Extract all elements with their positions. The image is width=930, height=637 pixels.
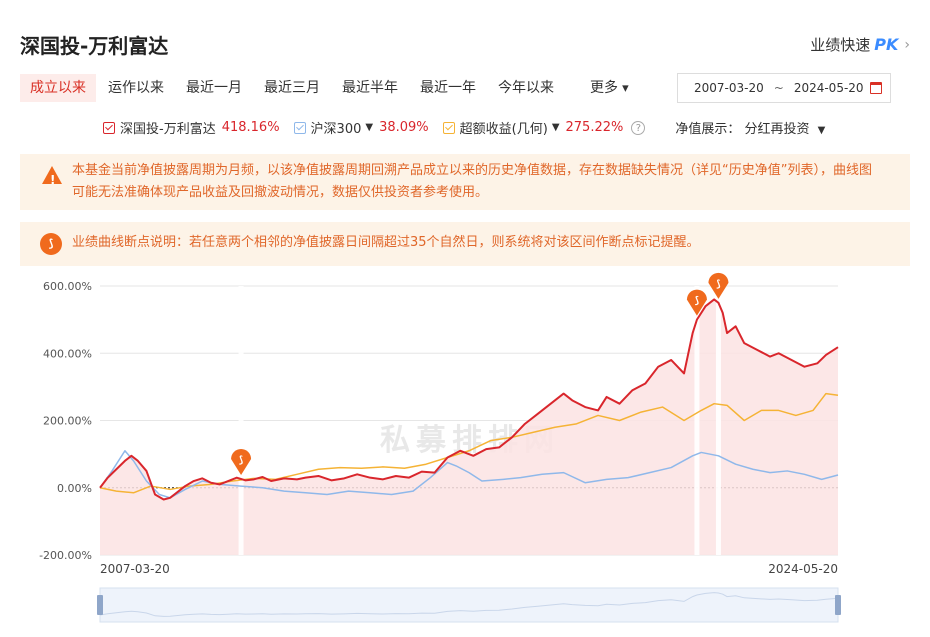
- period-tabs: 成立以来 运作以来 最近一月 最近三月 最近半年 最近一年 今年以来 更多: [20, 74, 641, 102]
- breakpoint-marker[interactable]: [686, 289, 707, 316]
- page-title: 深国投-万利富达: [20, 34, 169, 58]
- breakpoint-marker[interactable]: [708, 272, 729, 299]
- caret-down-icon[interactable]: ▼: [551, 122, 560, 133]
- checkbox-icon[interactable]: [293, 121, 306, 134]
- pk-label: 业绩快速: [810, 36, 871, 54]
- y-tick-label: 200.00%: [43, 415, 92, 428]
- pk-link[interactable]: 业绩快速 PK ›: [810, 34, 910, 55]
- tab-last-3-months[interactable]: 最近三月: [264, 80, 320, 96]
- tab-last-month[interactable]: 最近一月: [186, 80, 242, 96]
- tab-since-inception[interactable]: 成立以来: [20, 74, 96, 102]
- performance-chart[interactable]: 600.00%400.00%200.00%0.00%-200.00%私募排排网⟆…: [0, 270, 930, 637]
- date-separator: ~: [773, 81, 784, 95]
- date-start: 2007-03-20: [694, 81, 764, 95]
- caret-down-icon[interactable]: ▼: [365, 122, 374, 133]
- legend-name: 深国投-万利富达: [120, 122, 216, 137]
- caret-down-icon: ▼: [817, 125, 826, 136]
- range-handle-right[interactable]: [835, 595, 841, 615]
- date-range-picker[interactable]: 2007-03-20 ~ 2024-05-20: [677, 73, 891, 103]
- legend-value: 275.22%: [565, 120, 624, 135]
- y-tick-label: -200.00%: [39, 549, 92, 562]
- y-tick-label: 0.00%: [57, 482, 92, 495]
- legend-value: 418.16%: [221, 120, 280, 135]
- breakpoint-notice: ⟆ 业绩曲线断点说明：若任意两个相邻的净值披露日间隔超过35个自然日，则系统将对…: [20, 222, 910, 266]
- data-warning-notice: 本基金当前净值披露周期为月频，以该净值披露周期回溯产品成立以来的历史净值数据，存…: [20, 154, 910, 210]
- breakpoint-gap: [694, 286, 700, 555]
- broken-link-icon: ⟆: [695, 296, 700, 307]
- tab-last-half-year[interactable]: 最近半年: [342, 80, 398, 96]
- series-line-0: [99, 298, 839, 501]
- checkbox-icon[interactable]: [103, 121, 115, 134]
- legend-item-hs300[interactable]: 沪深300 ▼ 38.09%: [293, 118, 429, 137]
- broken-link-icon: ⟆: [40, 233, 62, 255]
- chart-legend: 深国投-万利富达 418.16% 沪深300 ▼ 38.09% 超额收益(几何)…: [103, 118, 825, 137]
- breakpoint-marker[interactable]: [231, 449, 252, 476]
- tab-since-operation[interactable]: 运作以来: [108, 80, 164, 96]
- checkbox-icon[interactable]: [442, 121, 455, 134]
- legend-name: 超额收益(几何): [459, 122, 548, 137]
- range-slider-track[interactable]: [99, 587, 839, 623]
- legend-name: 沪深300: [310, 122, 362, 137]
- calendar-icon[interactable]: [870, 82, 882, 94]
- warning-icon: [42, 166, 62, 191]
- tab-year-to-date[interactable]: 今年以来: [498, 80, 554, 96]
- legend-item-excess[interactable]: 超额收益(几何) ▼ 275.22% ?: [442, 118, 646, 137]
- breakpoint-gap: [715, 286, 721, 555]
- broken-link-icon: ⟆: [716, 279, 721, 290]
- tab-more-dropdown[interactable]: 更多: [580, 74, 639, 102]
- date-end: 2024-05-20: [793, 81, 864, 95]
- tab-last-year[interactable]: 最近一年: [420, 80, 476, 96]
- nav-display-label: 净值展示：: [675, 122, 741, 137]
- warning-text: 本基金当前净值披露周期为月频，以该净值披露周期回溯产品成立以来的历史净值数据，存…: [72, 163, 872, 200]
- x-start-label: 2007-03-20: [100, 562, 170, 576]
- legend-value: 38.09%: [379, 120, 429, 135]
- y-tick-label: 600.00%: [43, 280, 92, 293]
- x-end-label: 2024-05-20: [768, 562, 838, 576]
- nav-display-select[interactable]: 净值展示： 分红再投资 ▼: [675, 118, 825, 137]
- chevron-right-icon: ›: [904, 36, 910, 53]
- broken-link-icon: ⟆: [239, 455, 244, 466]
- nav-display-value: 分红再投资: [744, 122, 810, 137]
- range-handle-left[interactable]: [97, 595, 103, 615]
- breakpoint-gap: [238, 286, 244, 555]
- range-slider-preview: [99, 592, 839, 617]
- series-line-1: [99, 450, 839, 499]
- breakpoint-text: 业绩曲线断点说明：若任意两个相邻的净值披露日间隔超过35个自然日，则系统将对该区…: [72, 235, 700, 250]
- y-tick-label: 400.00%: [43, 347, 92, 360]
- help-icon[interactable]: ?: [631, 120, 646, 135]
- legend-item-fund[interactable]: 深国投-万利富达 418.16%: [103, 118, 280, 137]
- pk-mark: PK: [874, 35, 899, 54]
